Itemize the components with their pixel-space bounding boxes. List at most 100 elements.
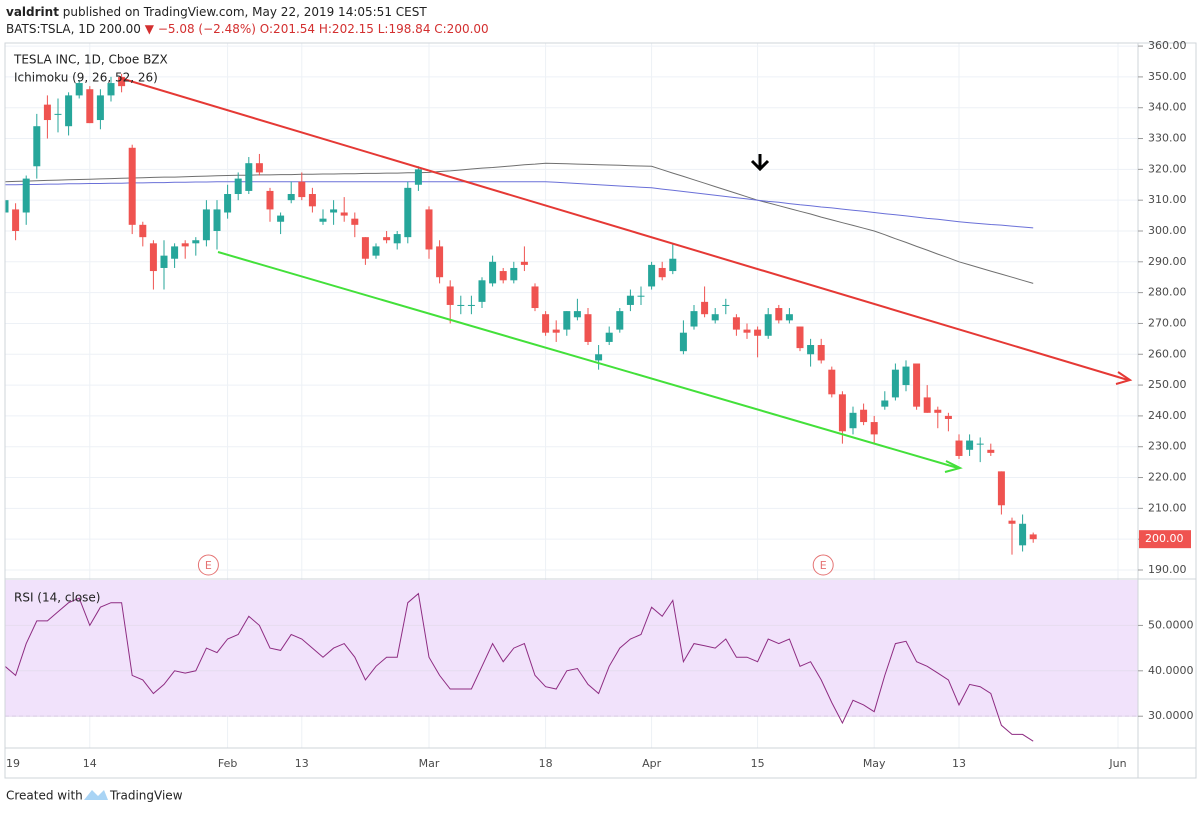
candle-body <box>245 163 253 191</box>
candle-body <box>478 280 486 302</box>
support-line <box>217 251 959 469</box>
candle-body <box>966 440 974 450</box>
y-tick-label: 250.00 <box>1148 378 1187 391</box>
candle-body <box>860 409 868 423</box>
candle-body <box>467 304 475 306</box>
candle-body <box>605 332 613 342</box>
header-line: valdrint published on TradingView.com, M… <box>6 5 427 19</box>
y-tick-label: 360.00 <box>1148 39 1187 52</box>
x-tick-label: May <box>863 757 886 770</box>
candle-body <box>775 308 783 321</box>
chart-title: TESLA INC, 1D, Cboe BZX <box>13 53 168 67</box>
y-tick-label: 40.0000 <box>1148 664 1194 677</box>
candle-body <box>563 311 571 330</box>
candle-body <box>531 286 539 309</box>
candle-body <box>849 412 857 429</box>
candle-body <box>181 243 189 247</box>
earnings-marker <box>812 554 834 576</box>
x-tick-label: 18 <box>539 757 553 770</box>
y-tick-label: 260.00 <box>1148 347 1187 360</box>
arrow-head <box>944 460 963 473</box>
candle-body <box>520 261 528 265</box>
candle-body <box>160 255 168 268</box>
candle-body <box>351 218 359 225</box>
y-tick-label: 290.00 <box>1148 255 1187 268</box>
candle-body <box>107 83 115 96</box>
candle-body <box>202 209 210 241</box>
candle-body <box>764 314 772 336</box>
candle-body <box>690 311 698 327</box>
candle-body <box>298 181 306 198</box>
last-price-label: 200.00 <box>1145 532 1184 545</box>
candle-body <box>828 369 836 395</box>
change: ▼ −5.08 (−2.48%) <box>145 22 256 36</box>
candle-body <box>626 295 634 305</box>
candle-body <box>722 304 730 306</box>
candle-body <box>266 190 274 210</box>
published: published on TradingView.com, May 22, 20… <box>63 5 428 19</box>
rsi-pane <box>5 580 1138 742</box>
candle-body <box>701 301 709 315</box>
candle-body <box>75 83 83 96</box>
candle-body <box>669 258 677 272</box>
down-arrow <box>750 154 770 172</box>
candle-body <box>457 304 465 306</box>
x-tick-label: 13 <box>952 757 966 770</box>
candle-body <box>870 422 878 435</box>
candle-body <box>404 187 412 238</box>
candle-body <box>33 126 41 167</box>
candle-body <box>308 194 316 207</box>
candle-body <box>510 267 518 281</box>
earnings-label: E <box>820 559 827 572</box>
candle-body <box>754 329 762 336</box>
x-tick-label: Jun <box>1108 757 1126 770</box>
price: 200.00 <box>99 22 141 36</box>
candle-body <box>542 314 550 333</box>
last-price-tag <box>1139 530 1191 549</box>
candle-body <box>43 104 51 121</box>
x-tick-label: Feb <box>218 757 237 770</box>
x-tick-label: 14 <box>83 757 97 770</box>
candle-body <box>65 95 73 127</box>
resistance-line <box>119 77 1129 381</box>
price-pane <box>5 73 1037 555</box>
candle-body <box>213 209 221 231</box>
grid <box>4 43 1138 748</box>
candle-body <box>393 234 401 244</box>
y-tick-label: 50.0000 <box>1148 618 1194 631</box>
candle-body <box>330 209 338 213</box>
x-tick-label: Apr <box>642 757 662 770</box>
candle-body <box>796 326 804 349</box>
x-tick-label: 13 <box>295 757 309 770</box>
rsi-line <box>5 592 1034 742</box>
candle-body <box>616 311 624 330</box>
candle-body <box>86 89 94 124</box>
candle-body <box>499 271 507 281</box>
candle-body <box>224 194 232 213</box>
candle-body <box>891 369 899 398</box>
candle-body <box>372 246 380 256</box>
candle-body <box>552 329 560 333</box>
candle-body <box>383 237 391 241</box>
y-tick-label: 350.00 <box>1148 70 1187 83</box>
candle-body <box>149 243 157 272</box>
candle-body <box>743 329 751 333</box>
drawings <box>119 77 1133 473</box>
candle-body <box>118 76 126 87</box>
candle-body <box>679 332 687 352</box>
candle-body <box>139 224 147 238</box>
symbol: BATS:TSLA, 1D <box>6 22 95 36</box>
candle-body <box>817 345 825 361</box>
y-tick-label: 220.00 <box>1148 471 1187 484</box>
candle-body <box>923 397 931 413</box>
candle-body <box>785 314 793 321</box>
x-tick-label: Mar <box>419 757 440 770</box>
candle-body <box>361 237 369 259</box>
y-tick-label: 230.00 <box>1148 440 1187 453</box>
candle-body <box>955 440 963 456</box>
earnings-label: E <box>205 559 212 572</box>
candle-body <box>234 178 242 195</box>
logo <box>84 790 108 800</box>
footer-brand[interactable]: TradingView <box>109 789 183 803</box>
candle-body <box>425 209 433 250</box>
